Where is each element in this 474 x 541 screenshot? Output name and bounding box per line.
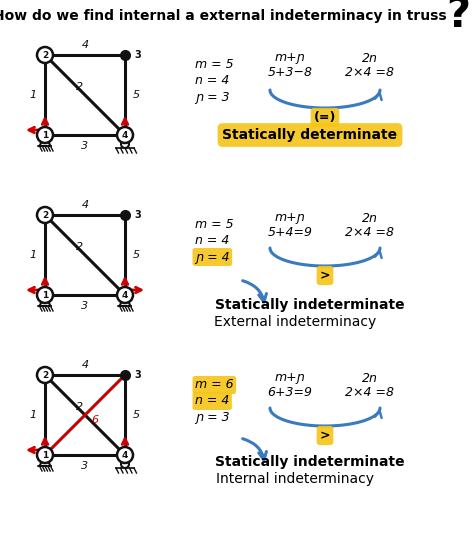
Text: 6: 6 xyxy=(91,415,99,425)
Polygon shape xyxy=(39,135,51,146)
Text: 1: 1 xyxy=(29,90,36,100)
Text: 2: 2 xyxy=(42,50,48,60)
Circle shape xyxy=(37,47,53,63)
Text: 5+4=9: 5+4=9 xyxy=(267,226,312,239)
Text: 2: 2 xyxy=(76,82,83,92)
Text: ɲ = 3: ɲ = 3 xyxy=(195,90,229,103)
Text: m+ɲ: m+ɲ xyxy=(274,51,305,64)
Text: External indeterminacy: External indeterminacy xyxy=(214,315,376,329)
Circle shape xyxy=(121,140,129,148)
Text: (=): (=) xyxy=(314,111,336,124)
Text: 2: 2 xyxy=(42,210,48,220)
Text: 3: 3 xyxy=(134,370,141,380)
Circle shape xyxy=(37,447,53,463)
Text: ?: ? xyxy=(446,0,470,36)
Text: 4: 4 xyxy=(122,451,128,459)
Text: m+ɲ: m+ɲ xyxy=(274,372,305,385)
Polygon shape xyxy=(119,295,130,306)
Text: Statically indeterminate: Statically indeterminate xyxy=(215,298,405,312)
Text: ɲ = 4: ɲ = 4 xyxy=(195,250,229,263)
Text: 3: 3 xyxy=(82,141,89,151)
Text: 2n: 2n xyxy=(362,51,378,64)
Text: How do we find internal a external indeterminacy in truss: How do we find internal a external indet… xyxy=(0,9,447,23)
Circle shape xyxy=(121,460,129,468)
Text: m+ɲ: m+ɲ xyxy=(274,212,305,225)
Text: 2n: 2n xyxy=(362,372,378,385)
Circle shape xyxy=(37,367,53,383)
Text: Statically determinate: Statically determinate xyxy=(222,128,398,142)
Circle shape xyxy=(37,287,53,303)
Text: 3: 3 xyxy=(134,210,141,220)
Text: 1: 1 xyxy=(42,451,48,459)
Text: m = 5: m = 5 xyxy=(195,58,234,71)
Circle shape xyxy=(37,127,53,143)
Text: Internal indeterminacy: Internal indeterminacy xyxy=(216,472,374,486)
Circle shape xyxy=(117,127,133,143)
Text: n = 4: n = 4 xyxy=(195,234,229,247)
Text: 1: 1 xyxy=(29,250,36,260)
Text: ɲ = 3: ɲ = 3 xyxy=(195,411,229,424)
Text: 4: 4 xyxy=(122,130,128,140)
Text: n = 4: n = 4 xyxy=(195,394,229,407)
Text: n = 4: n = 4 xyxy=(195,75,229,88)
Polygon shape xyxy=(39,455,51,466)
Text: 5: 5 xyxy=(132,90,139,100)
Circle shape xyxy=(117,287,133,303)
Text: 6+3=9: 6+3=9 xyxy=(267,386,312,399)
Text: 2×4 =8: 2×4 =8 xyxy=(346,226,394,239)
Text: 1: 1 xyxy=(42,291,48,300)
Text: 2: 2 xyxy=(76,242,83,252)
Text: 3: 3 xyxy=(82,301,89,311)
Text: 4: 4 xyxy=(82,200,89,210)
Text: 1: 1 xyxy=(29,410,36,420)
Text: Statically indeterminate: Statically indeterminate xyxy=(215,455,405,469)
Text: 1: 1 xyxy=(42,130,48,140)
Text: >: > xyxy=(320,429,330,442)
Polygon shape xyxy=(39,295,51,306)
Text: 4: 4 xyxy=(82,360,89,370)
Text: 2: 2 xyxy=(42,371,48,379)
Circle shape xyxy=(37,207,53,223)
Text: 2×4 =8: 2×4 =8 xyxy=(346,386,394,399)
Text: 2×4 =8: 2×4 =8 xyxy=(346,65,394,78)
Text: 3: 3 xyxy=(82,461,89,471)
Text: 5: 5 xyxy=(132,250,139,260)
Text: m = 6: m = 6 xyxy=(195,379,234,392)
Text: 3: 3 xyxy=(134,50,141,60)
Text: 5: 5 xyxy=(132,410,139,420)
Text: 4: 4 xyxy=(122,291,128,300)
Text: m = 5: m = 5 xyxy=(195,219,234,232)
Text: 2: 2 xyxy=(76,402,83,412)
Circle shape xyxy=(117,447,133,463)
Text: 5+3−8: 5+3−8 xyxy=(267,65,312,78)
Text: >: > xyxy=(320,269,330,282)
Text: 4: 4 xyxy=(82,40,89,50)
Text: 2n: 2n xyxy=(362,212,378,225)
